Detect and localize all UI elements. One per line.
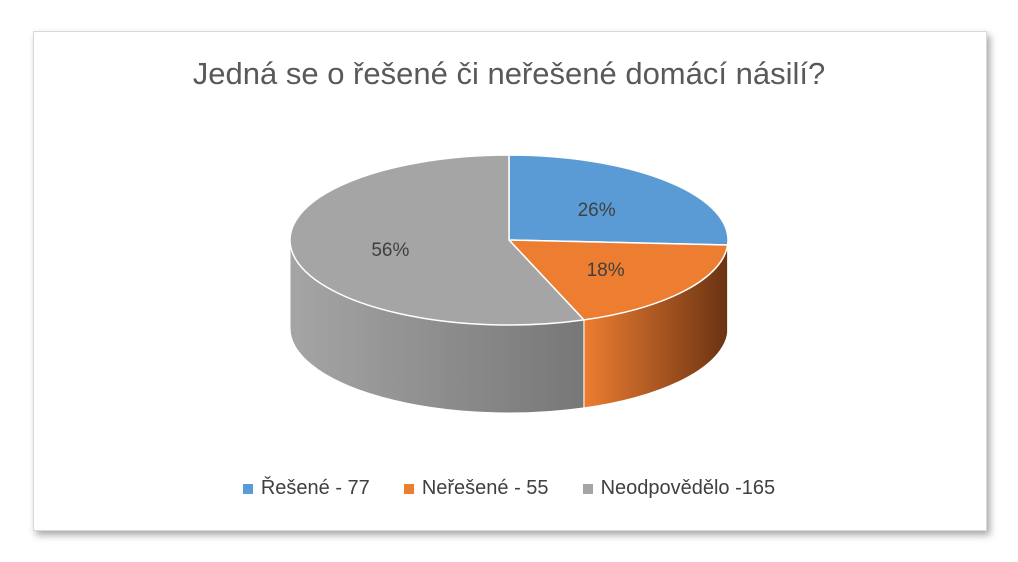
legend-label-2: Neodpovědělo -165 (600, 477, 776, 499)
pie-slice-0 (508, 154, 729, 246)
pie-tops (289, 154, 729, 326)
legend-label-0: Řešené - 77 (260, 477, 370, 499)
legend-item-2: Neodpovědělo -165 (582, 477, 776, 500)
legend-swatch-0 (242, 483, 253, 494)
data-label-2: 56% (371, 240, 409, 261)
legend-item-1: Neřešené - 55 (403, 477, 549, 500)
pie-slice-2 (289, 154, 586, 326)
chart-legend: Řešené - 77 Neřešené - 55 Neodpovědělo -16… (0, 477, 1018, 500)
legend-item-0: Řešené - 77 (242, 477, 370, 500)
data-label-1: 18% (587, 260, 625, 281)
data-label-0: 26% (578, 200, 616, 221)
chart-title: Jedná se o řešené či neřešené domácí nás… (192, 56, 826, 91)
pie-slice-1 (507, 239, 729, 321)
legend-label-1: Neřešené - 55 (421, 477, 549, 499)
legend-swatch-1 (403, 483, 414, 494)
legend-swatch-2 (582, 483, 593, 494)
